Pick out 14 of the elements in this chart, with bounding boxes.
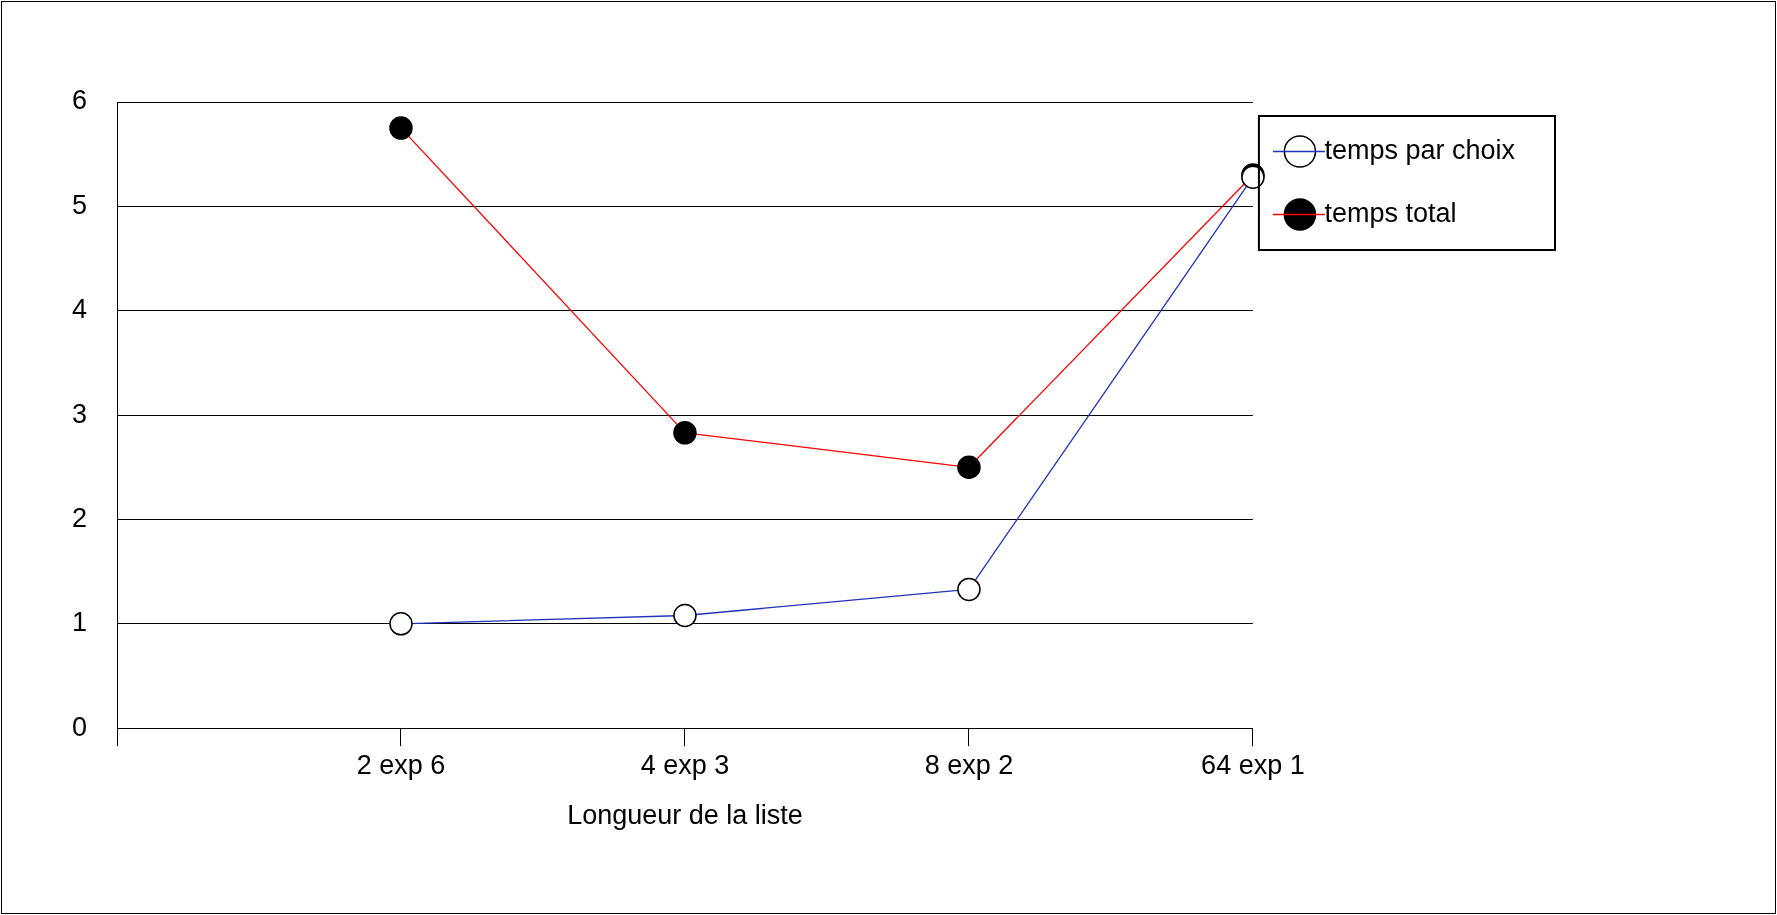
y-tick-label: 2 [71, 502, 88, 533]
legend-label: temps par choix [1324, 134, 1516, 165]
y-tick-label: 0 [71, 711, 88, 742]
x-tick-label: 64 exp 1 [1201, 749, 1305, 780]
y-tick-label: 5 [71, 189, 88, 220]
y-tick-label: 3 [71, 398, 88, 429]
x-tick-label: 2 exp 6 [356, 749, 446, 780]
legend-label: temps total [1324, 197, 1457, 228]
y-tick-label: 4 [71, 294, 88, 325]
x-tick-label: 8 exp 2 [924, 749, 1014, 780]
y-tick-label: 1 [71, 607, 88, 638]
y-tick-label: 6 [71, 85, 88, 116]
x-tick-label: 4 exp 3 [640, 749, 730, 780]
x-axis-title: Longueur de la liste [567, 800, 803, 831]
